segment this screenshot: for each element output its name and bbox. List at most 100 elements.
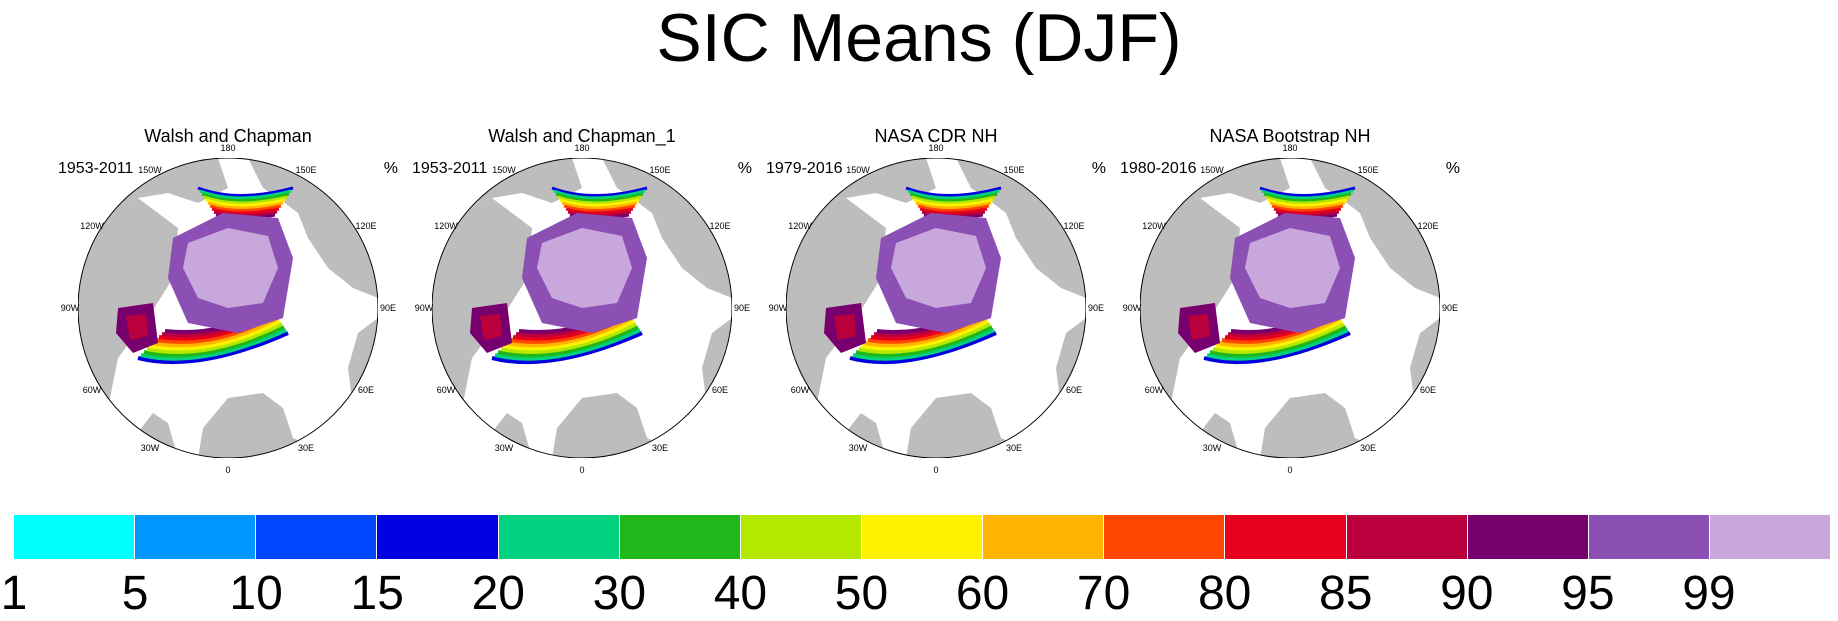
arctic-map-svg: [431, 157, 733, 459]
longitude-label: 150W: [492, 165, 516, 175]
longitude-label: 90W: [1122, 303, 1142, 313]
colorbar-tick-label: 30: [592, 567, 647, 620]
colorbar-tick-label: 10: [229, 567, 283, 620]
longitude-label: 60E: [357, 385, 375, 395]
longitude-label: 90E: [379, 303, 397, 313]
polar-map-frame: [77, 157, 379, 463]
longitude-label: 90W: [414, 303, 434, 313]
longitude-label: 120W: [434, 221, 458, 231]
colorbar-segment: [1709, 515, 1831, 559]
longitude-label: 90W: [768, 303, 788, 313]
longitude-label: 180: [220, 143, 236, 153]
panel-units: %: [1091, 160, 1106, 177]
longitude-label: 60E: [711, 385, 729, 395]
colorbar-tick-label: 99: [1682, 567, 1736, 620]
panel-title: NASA Bootstrap NH: [1209, 126, 1371, 146]
panel-units: %: [383, 160, 398, 177]
colorbar-segment: [1588, 515, 1710, 559]
colorbar-tick-label: 15: [350, 567, 404, 620]
colorbar-segment: [1225, 515, 1347, 559]
longitude-label: 120W: [1142, 221, 1166, 231]
colorbar-segment: [619, 515, 741, 559]
colorbar-segment: [1346, 515, 1468, 559]
polar-map-frame: [1139, 157, 1441, 463]
panel-units: %: [1445, 160, 1460, 177]
map-panel-nasa-cdr: NASA CDR NH 1979-2016 % 180 150W 150E 120W 1…: [766, 120, 1106, 480]
longitude-label: 60E: [1065, 385, 1083, 395]
longitude-label: 0: [1287, 465, 1293, 475]
colorbar-segment: [861, 515, 984, 559]
longitude-label: 60W: [82, 385, 102, 395]
colorbar-segment: [377, 515, 499, 559]
colorbar-tick-label: 80: [1197, 567, 1252, 620]
colorbar-tick-label: 20: [471, 567, 525, 620]
colorbar-segment: [983, 515, 1105, 559]
colorbar-segment: [1467, 515, 1589, 559]
longitude-label: 0: [225, 465, 231, 475]
arctic-map-svg: [77, 157, 379, 459]
arctic-map-svg: [1139, 157, 1441, 459]
colorbar-tick-label: 85: [1319, 567, 1373, 620]
longitude-label: 60E: [1419, 385, 1437, 395]
panel-period: 1953-2011: [412, 160, 488, 177]
longitude-label: 120W: [788, 221, 812, 231]
longitude-label: 150E: [1357, 165, 1379, 175]
longitude-label: 90E: [733, 303, 751, 313]
panel-title: NASA CDR NH: [874, 126, 998, 146]
longitude-label: 120W: [80, 221, 104, 231]
map-panel-walsh-chapman-1: Walsh and Chapman_1 1953-2011 % 180 150W 1…: [412, 120, 752, 480]
panel-title: Walsh and Chapman_1: [488, 126, 676, 146]
panel-period: 1979-2016: [766, 160, 843, 177]
longitude-label: 90E: [1441, 303, 1459, 313]
longitude-label: 180: [1282, 143, 1298, 153]
colorbar-segment: [256, 515, 378, 559]
colorbar-tick-label: 60: [955, 567, 1010, 620]
longitude-label: 120E: [1063, 221, 1085, 231]
longitude-label: 150W: [1200, 165, 1224, 175]
panel-period: 1953-2011: [58, 160, 134, 177]
map-panel-nasa-bootstrap: NASA Bootstrap NH 1980-2016 % 180 150W 150…: [1120, 120, 1460, 480]
colorbar-segment: [135, 515, 257, 559]
polar-map-frame: [785, 157, 1087, 463]
longitude-label: 150W: [846, 165, 870, 175]
colorbar-tick-label: 95: [1561, 567, 1615, 620]
longitude-label: 90E: [1087, 303, 1105, 313]
colorbar-tick-label: 1: [0, 567, 28, 620]
colorbar-tick-label: 90: [1440, 567, 1494, 620]
longitude-label: 60W: [436, 385, 456, 395]
longitude-label: 30E: [1005, 443, 1023, 453]
polar-map-frame: [431, 157, 733, 463]
colorbar-segment: [14, 515, 136, 559]
longitude-label: 30W: [848, 443, 868, 453]
longitude-label: 150E: [295, 165, 317, 175]
colorbar-tick-label: 70: [1076, 567, 1131, 620]
map-panel-walsh-chapman: Walsh and Chapman 1953-2011 % 180 150W 150…: [58, 120, 398, 480]
longitude-label: 180: [928, 143, 944, 153]
longitude-label: 60W: [790, 385, 810, 395]
longitude-label: 180: [574, 143, 590, 153]
longitude-label: 120E: [709, 221, 731, 231]
longitude-label: 0: [579, 465, 585, 475]
panel-units: %: [737, 160, 752, 177]
longitude-label: 120E: [1417, 221, 1439, 231]
longitude-label: 30E: [1359, 443, 1377, 453]
longitude-label: 150E: [649, 165, 671, 175]
longitude-label: 30W: [140, 443, 160, 453]
colorbar-segment: [740, 515, 862, 559]
arctic-map-svg: [785, 157, 1087, 459]
longitude-label: 0: [933, 465, 939, 475]
figure-title: SIC Means (DJF): [656, 0, 1182, 76]
colorbar-tick-label: 5: [121, 567, 149, 620]
panel-period: 1980-2016: [1120, 160, 1197, 177]
panel-title: Walsh and Chapman: [144, 126, 312, 146]
colorbar-tick-label: 40: [713, 567, 768, 620]
longitude-label: 30W: [1202, 443, 1222, 453]
colorbar-segment: [1104, 515, 1226, 559]
colorbar: [14, 515, 1831, 559]
longitude-label: 30E: [651, 443, 669, 453]
colorbar-tick-label: 50: [834, 567, 889, 620]
longitude-label: 30W: [494, 443, 514, 453]
longitude-label: 90W: [60, 303, 80, 313]
longitude-label: 150E: [1003, 165, 1025, 175]
longitude-label: 30E: [297, 443, 315, 453]
